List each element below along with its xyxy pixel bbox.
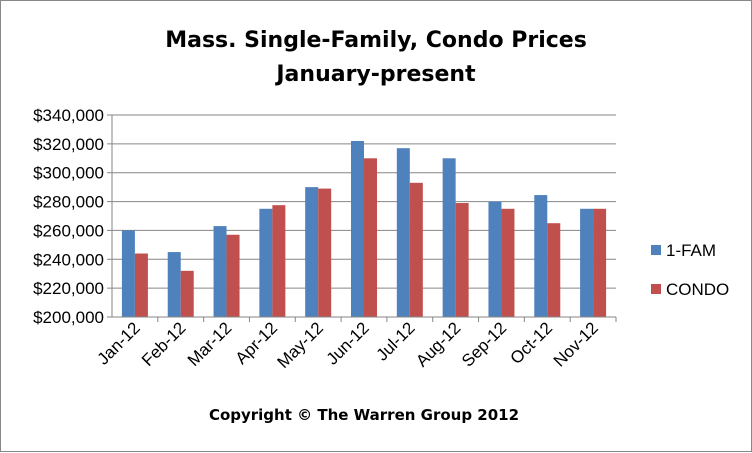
chart-title-line-2: January-present	[274, 62, 476, 87]
legend-label-condo: CONDO	[666, 280, 729, 299]
bar-condo-jun-12	[364, 158, 377, 317]
x-tick-label: Feb-12	[138, 318, 190, 370]
bar-1-fam-sep-12	[488, 201, 502, 317]
bar-condo-nov-12	[593, 208, 607, 317]
x-tick-label: Jun-12	[323, 318, 373, 368]
x-tick-label: Mar-12	[184, 318, 236, 370]
bar-condo-may-12	[318, 188, 332, 317]
y-tick-label: $300,000	[33, 164, 104, 183]
bar-1-fam-oct-12	[534, 195, 548, 317]
y-tick-label: $340,000	[33, 106, 104, 125]
y-tick-label: $260,000	[33, 221, 104, 240]
bar-condo-sep-12	[501, 208, 515, 317]
bar-1-fam-may-12	[305, 187, 319, 317]
x-tick-label: May-12	[273, 318, 327, 372]
y-tick-label: $240,000	[33, 250, 104, 269]
y-tick-label: $200,000	[33, 308, 104, 327]
bar-1-fam-jun-12	[351, 140, 364, 317]
copyright-footer: Copyright © The Warren Group 2012	[209, 406, 519, 424]
bar-1-fam-jan-12	[121, 230, 135, 317]
bar-1-fam-jul-12	[396, 148, 410, 317]
bar-condo-mar-12	[226, 234, 240, 317]
bar-condo-jul-12	[409, 182, 423, 317]
x-tick-label: Nov-12	[550, 318, 602, 370]
bar-condo-apr-12	[272, 205, 286, 317]
bar-condo-aug-12	[455, 203, 469, 317]
x-tick-label: Oct-12	[507, 318, 557, 368]
legend-label-1-fam: 1-FAM	[666, 241, 716, 260]
x-tick-label: Aug-12	[412, 318, 464, 370]
bar-condo-feb-12	[180, 270, 194, 317]
bar-condo-oct-12	[547, 223, 561, 317]
legend-swatch-condo	[651, 284, 661, 294]
y-tick-label: $280,000	[33, 193, 104, 212]
x-tick-label: Apr-12	[232, 318, 282, 368]
chart-title-line-1: Mass. Single-Family, Condo Prices	[165, 28, 587, 53]
bar-1-fam-apr-12	[259, 208, 273, 317]
y-tick-label: $320,000	[33, 135, 104, 154]
bar-1-fam-aug-12	[442, 158, 456, 317]
y-tick-label: $220,000	[33, 279, 104, 298]
x-tick-label: Sep-12	[458, 318, 510, 370]
bar-1-fam-mar-12	[213, 226, 227, 317]
bar-1-fam-nov-12	[580, 208, 594, 317]
legend-swatch-1-fam	[651, 245, 661, 255]
bar-1-fam-feb-12	[167, 252, 181, 317]
bar-condo-jan-12	[134, 253, 148, 317]
